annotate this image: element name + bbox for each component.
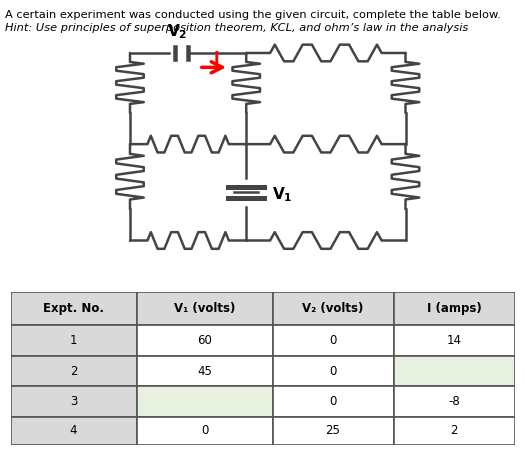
- FancyBboxPatch shape: [272, 356, 394, 387]
- Text: 0: 0: [329, 395, 337, 408]
- Text: A certain experiment was conducted using the given circuit, complete the table b: A certain experiment was conducted using…: [5, 10, 501, 20]
- Text: 14: 14: [447, 334, 461, 347]
- Text: -8: -8: [448, 395, 460, 408]
- FancyBboxPatch shape: [136, 326, 272, 356]
- Text: 60: 60: [197, 334, 212, 347]
- Text: $\mathbf{V_1}$: $\mathbf{V_1}$: [272, 185, 292, 204]
- FancyBboxPatch shape: [394, 326, 514, 356]
- Text: 45: 45: [197, 365, 212, 378]
- Text: Expt. No.: Expt. No.: [43, 302, 104, 315]
- FancyBboxPatch shape: [10, 387, 136, 417]
- FancyBboxPatch shape: [394, 292, 514, 326]
- Text: Hint: Use principles of superposition theorem, KCL, and ohm’s law in the analysi: Hint: Use principles of superposition th…: [5, 23, 468, 33]
- FancyBboxPatch shape: [394, 417, 514, 445]
- FancyBboxPatch shape: [272, 387, 394, 417]
- FancyBboxPatch shape: [10, 356, 136, 387]
- Text: I: I: [213, 51, 219, 66]
- FancyBboxPatch shape: [394, 387, 514, 417]
- FancyBboxPatch shape: [272, 326, 394, 356]
- Text: 0: 0: [201, 424, 208, 437]
- Text: 3: 3: [70, 395, 77, 408]
- Text: V₁ (volts): V₁ (volts): [174, 302, 235, 315]
- FancyBboxPatch shape: [10, 292, 136, 326]
- FancyBboxPatch shape: [272, 417, 394, 445]
- Text: 2: 2: [450, 424, 458, 437]
- FancyBboxPatch shape: [136, 356, 272, 387]
- FancyBboxPatch shape: [136, 292, 272, 326]
- Text: 25: 25: [326, 424, 341, 437]
- FancyBboxPatch shape: [394, 356, 514, 387]
- Text: 0: 0: [329, 334, 337, 347]
- Text: 2: 2: [70, 365, 77, 378]
- FancyBboxPatch shape: [10, 326, 136, 356]
- FancyBboxPatch shape: [136, 387, 272, 417]
- Text: $\mathbf{V_2}$: $\mathbf{V_2}$: [167, 22, 187, 41]
- Text: 1: 1: [70, 334, 77, 347]
- FancyBboxPatch shape: [10, 417, 136, 445]
- Text: I (amps): I (amps): [427, 302, 481, 315]
- Text: 4: 4: [70, 424, 77, 437]
- FancyBboxPatch shape: [136, 417, 272, 445]
- Text: V₂ (volts): V₂ (volts): [302, 302, 364, 315]
- FancyBboxPatch shape: [272, 292, 394, 326]
- Text: 0: 0: [329, 365, 337, 378]
